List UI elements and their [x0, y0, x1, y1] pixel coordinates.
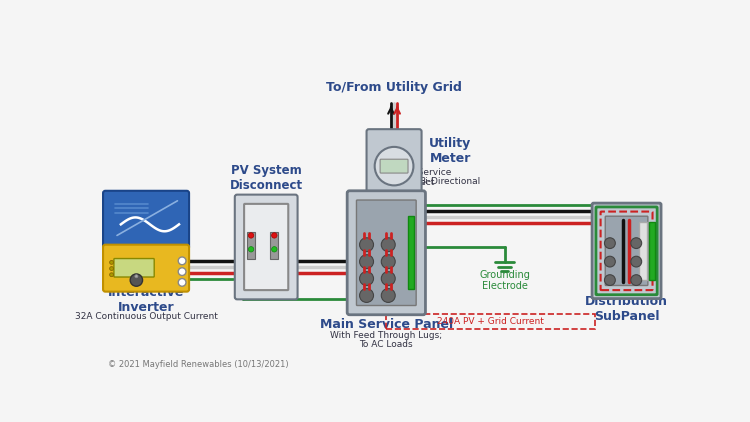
Bar: [408, 216, 414, 289]
FancyBboxPatch shape: [114, 259, 154, 277]
Circle shape: [375, 147, 413, 185]
Text: 40A: 40A: [362, 302, 380, 311]
Text: 56.789: 56.789: [378, 162, 410, 170]
Circle shape: [248, 233, 254, 238]
Circle shape: [110, 260, 113, 264]
Circle shape: [359, 272, 374, 286]
Circle shape: [178, 257, 186, 265]
FancyBboxPatch shape: [244, 204, 288, 290]
Circle shape: [604, 275, 615, 286]
Circle shape: [135, 275, 138, 278]
Text: 240A PV + Grid Current: 240A PV + Grid Current: [437, 317, 544, 326]
Text: To AC Loads: To AC Loads: [359, 340, 413, 349]
FancyBboxPatch shape: [235, 195, 298, 299]
Bar: [386, 314, 596, 330]
Text: © 2021 Mayfield Renewables (10/13/2021): © 2021 Mayfield Renewables (10/13/2021): [108, 360, 288, 369]
Text: Utility
Meter: Utility Meter: [429, 137, 471, 165]
Circle shape: [631, 275, 642, 286]
Circle shape: [110, 267, 113, 271]
Bar: [649, 222, 655, 280]
FancyBboxPatch shape: [592, 203, 661, 299]
Circle shape: [178, 268, 186, 276]
Text: 200A Main Service
Disconnect: 200A Main Service Disconnect: [368, 168, 452, 187]
Text: Bi-Directional: Bi-Directional: [420, 177, 481, 186]
Circle shape: [381, 255, 395, 268]
FancyBboxPatch shape: [103, 191, 189, 249]
Text: 12.345: 12.345: [117, 263, 152, 272]
Text: Interactive
Inverter: Interactive Inverter: [108, 286, 184, 314]
Circle shape: [272, 246, 277, 252]
Circle shape: [130, 274, 142, 286]
Circle shape: [604, 238, 615, 249]
FancyBboxPatch shape: [347, 191, 425, 315]
FancyBboxPatch shape: [367, 129, 422, 203]
Bar: [248, 232, 255, 259]
Text: Grounding
Electrode: Grounding Electrode: [479, 270, 530, 292]
Text: Distribution
SubPanel: Distribution SubPanel: [585, 295, 668, 323]
FancyBboxPatch shape: [356, 200, 416, 306]
Circle shape: [381, 238, 395, 252]
Text: Main Service Panel: Main Service Panel: [320, 318, 453, 331]
Circle shape: [178, 279, 186, 286]
Circle shape: [272, 233, 277, 238]
Text: To/From Utility Grid: To/From Utility Grid: [326, 81, 462, 94]
Text: PV System
Disconnect: PV System Disconnect: [230, 164, 303, 192]
Bar: [271, 232, 278, 259]
Circle shape: [248, 246, 254, 252]
Circle shape: [631, 256, 642, 267]
Text: 32A Continuous Output Current: 32A Continuous Output Current: [74, 312, 217, 321]
Circle shape: [381, 272, 395, 286]
Circle shape: [604, 256, 615, 267]
Circle shape: [359, 289, 374, 303]
Text: G: G: [180, 280, 184, 285]
Circle shape: [631, 238, 642, 249]
Text: With Feed Through Lugs;: With Feed Through Lugs;: [330, 331, 442, 340]
Text: N: N: [180, 269, 184, 274]
FancyBboxPatch shape: [605, 216, 648, 286]
Circle shape: [110, 273, 113, 277]
Circle shape: [359, 255, 374, 268]
Circle shape: [381, 289, 395, 303]
FancyBboxPatch shape: [380, 159, 408, 173]
Bar: [639, 222, 647, 280]
Circle shape: [359, 238, 374, 252]
FancyBboxPatch shape: [103, 245, 189, 292]
Text: L: L: [181, 258, 184, 263]
